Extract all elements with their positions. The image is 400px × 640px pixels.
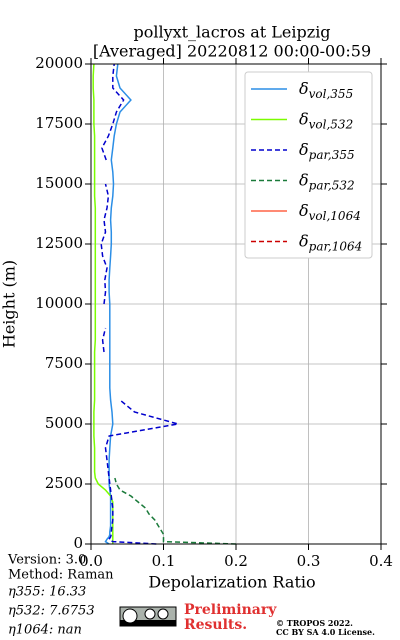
- legend-label: δpar,355: [299, 140, 355, 162]
- legend-label: δvol,355: [299, 79, 353, 101]
- x-tick-label: 0.4: [369, 552, 393, 570]
- legend-label: δpar,1064: [299, 231, 362, 253]
- info-text: Method: Raman: [8, 568, 114, 583]
- plot-frame: [90, 63, 382, 545]
- y-tick-label: 2500: [45, 474, 83, 492]
- legend-symbol: δ: [299, 170, 309, 189]
- copyright-text: © TROPOS 2022.: [276, 618, 353, 628]
- chart-title: pollyxt_lacros at Leipzig: [133, 23, 330, 42]
- y-tick-label: 10000: [35, 294, 83, 312]
- legend-subscript: vol,1064: [309, 209, 361, 223]
- y-axis-label: Height (m): [0, 260, 19, 348]
- info-text: η1064: nan: [8, 623, 82, 638]
- profile-line: [100, 63, 179, 545]
- y-tick-label: 15000: [35, 174, 83, 192]
- legend-symbol: δ: [299, 231, 309, 250]
- cc-logo: [119, 606, 177, 627]
- legend-symbol: δ: [299, 140, 309, 159]
- chart-subtitle: [Averaged] 20220812 00:00-00:59: [93, 42, 371, 61]
- x-axis-label: Depolarization Ratio: [148, 573, 315, 592]
- legend-symbol: δ: [299, 201, 309, 220]
- preliminary-text: Preliminary: [184, 602, 277, 618]
- info-text: η532: 7.6753: [8, 604, 95, 619]
- legend-label: δpar,532: [299, 170, 355, 192]
- y-tick-label: 12500: [35, 234, 83, 252]
- legend-label: δvol,1064: [299, 201, 361, 223]
- legend-label: δvol,532: [299, 109, 353, 131]
- profile-line: [114, 477, 237, 545]
- x-tick-label: 0.0: [79, 552, 103, 570]
- legend-subscript: par,1064: [309, 239, 363, 253]
- y-tick-label: 17500: [35, 114, 83, 132]
- info-text: η355: 16.33: [8, 585, 86, 600]
- legend-subscript: vol,532: [309, 117, 354, 131]
- x-tick-label: 0.1: [152, 552, 176, 570]
- legend-symbol: δ: [299, 79, 309, 98]
- info-text: Version: 3.0: [7, 553, 86, 568]
- preliminary-text: Results.: [184, 617, 247, 633]
- copyright-text: CC BY SA 4.0 License.: [276, 627, 375, 637]
- x-tick-label: 0.2: [224, 552, 248, 570]
- legend-subscript: par,532: [309, 178, 355, 192]
- y-tick-label: 7500: [45, 354, 83, 372]
- legend-symbol: δ: [299, 109, 309, 128]
- y-tick-label: 0: [73, 534, 83, 552]
- legend-subscript: par,355: [309, 148, 355, 162]
- x-tick-label: 0.3: [297, 552, 321, 570]
- y-tick-label: 20000: [35, 54, 83, 72]
- legend-subscript: vol,355: [309, 87, 354, 101]
- profile-line: [104, 63, 132, 545]
- y-tick-label: 5000: [45, 414, 83, 432]
